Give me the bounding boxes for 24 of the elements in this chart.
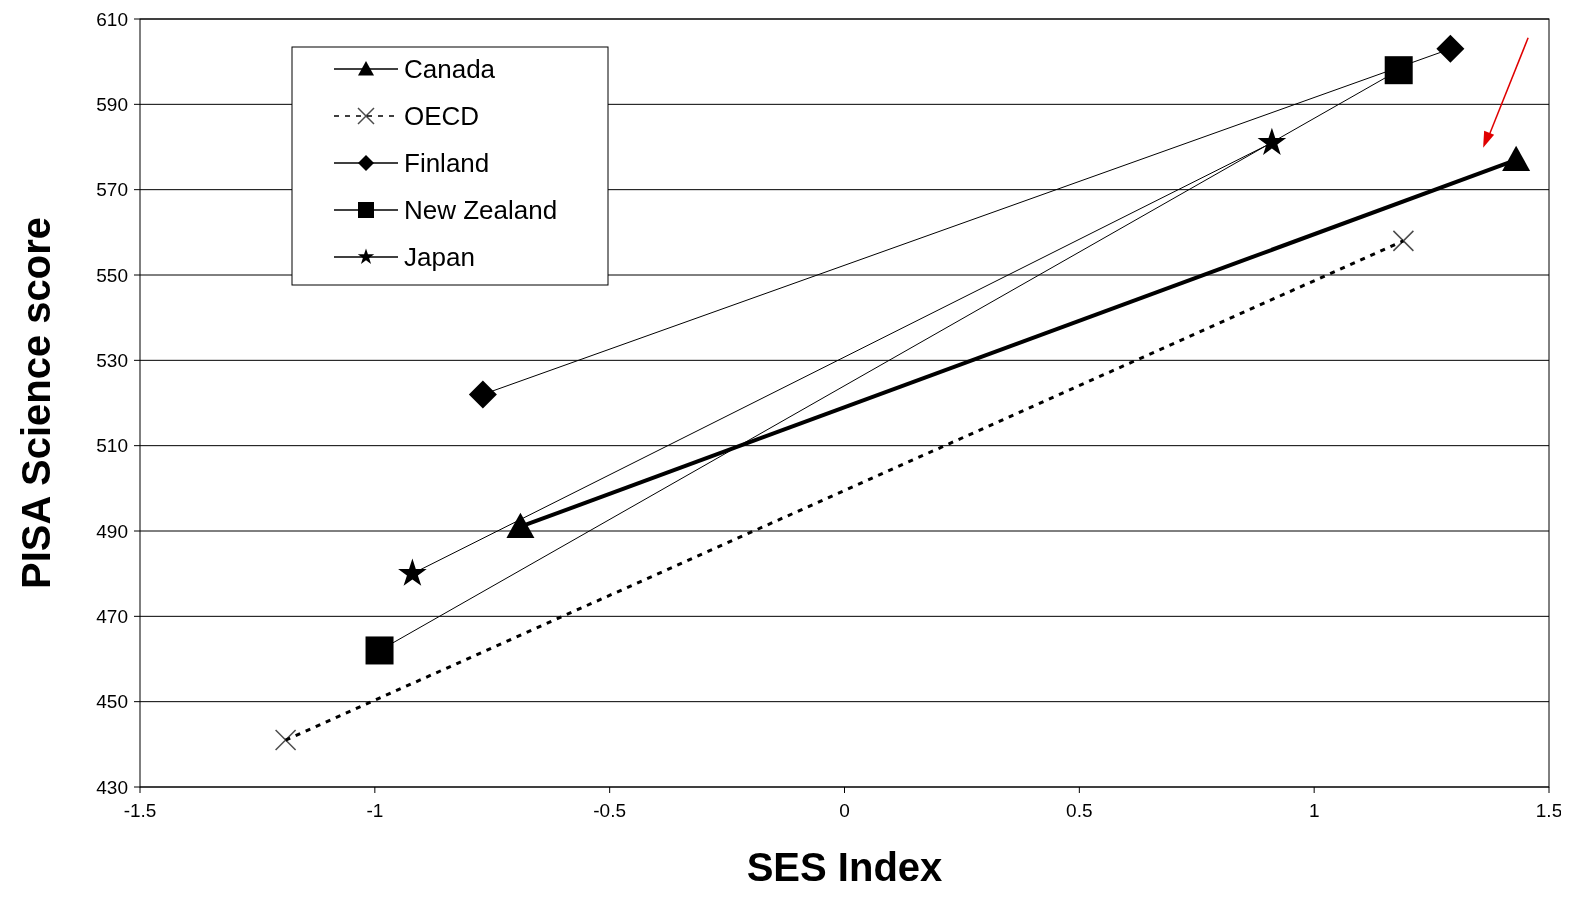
legend-label: Japan	[404, 242, 475, 273]
legend-label: OECD	[404, 101, 480, 132]
y-tick-label: 610	[96, 8, 128, 30]
y-tick-label: 490	[96, 520, 128, 542]
y-axis-title: PISA Science score	[14, 216, 58, 590]
y-tick-label: 570	[96, 179, 128, 201]
y-tick-label: 510	[96, 435, 128, 457]
x-tick-label: 1.5	[1535, 800, 1563, 821]
x-tick-label: 1	[1308, 800, 1320, 821]
x-tick-label: 0.5	[1066, 800, 1093, 821]
y-tick-label: 450	[96, 691, 128, 713]
y-tick-label: 550	[96, 264, 128, 286]
x-tick-label: -1	[366, 800, 384, 821]
y-tick-label: 590	[96, 93, 128, 115]
legend-label: Canada	[404, 54, 496, 85]
legend-label: New Zealand	[404, 195, 558, 226]
x-tick-label: -0.5	[593, 800, 627, 821]
x-tick-label: -1.5	[123, 800, 157, 821]
x-axis-title: SES Index	[746, 845, 943, 889]
legend-label: Finland	[404, 148, 490, 179]
y-tick-label: 530	[96, 349, 128, 371]
y-tick-label: 430	[96, 776, 128, 798]
x-tick-label: 0	[839, 800, 850, 821]
y-tick-label: 470	[96, 605, 128, 627]
